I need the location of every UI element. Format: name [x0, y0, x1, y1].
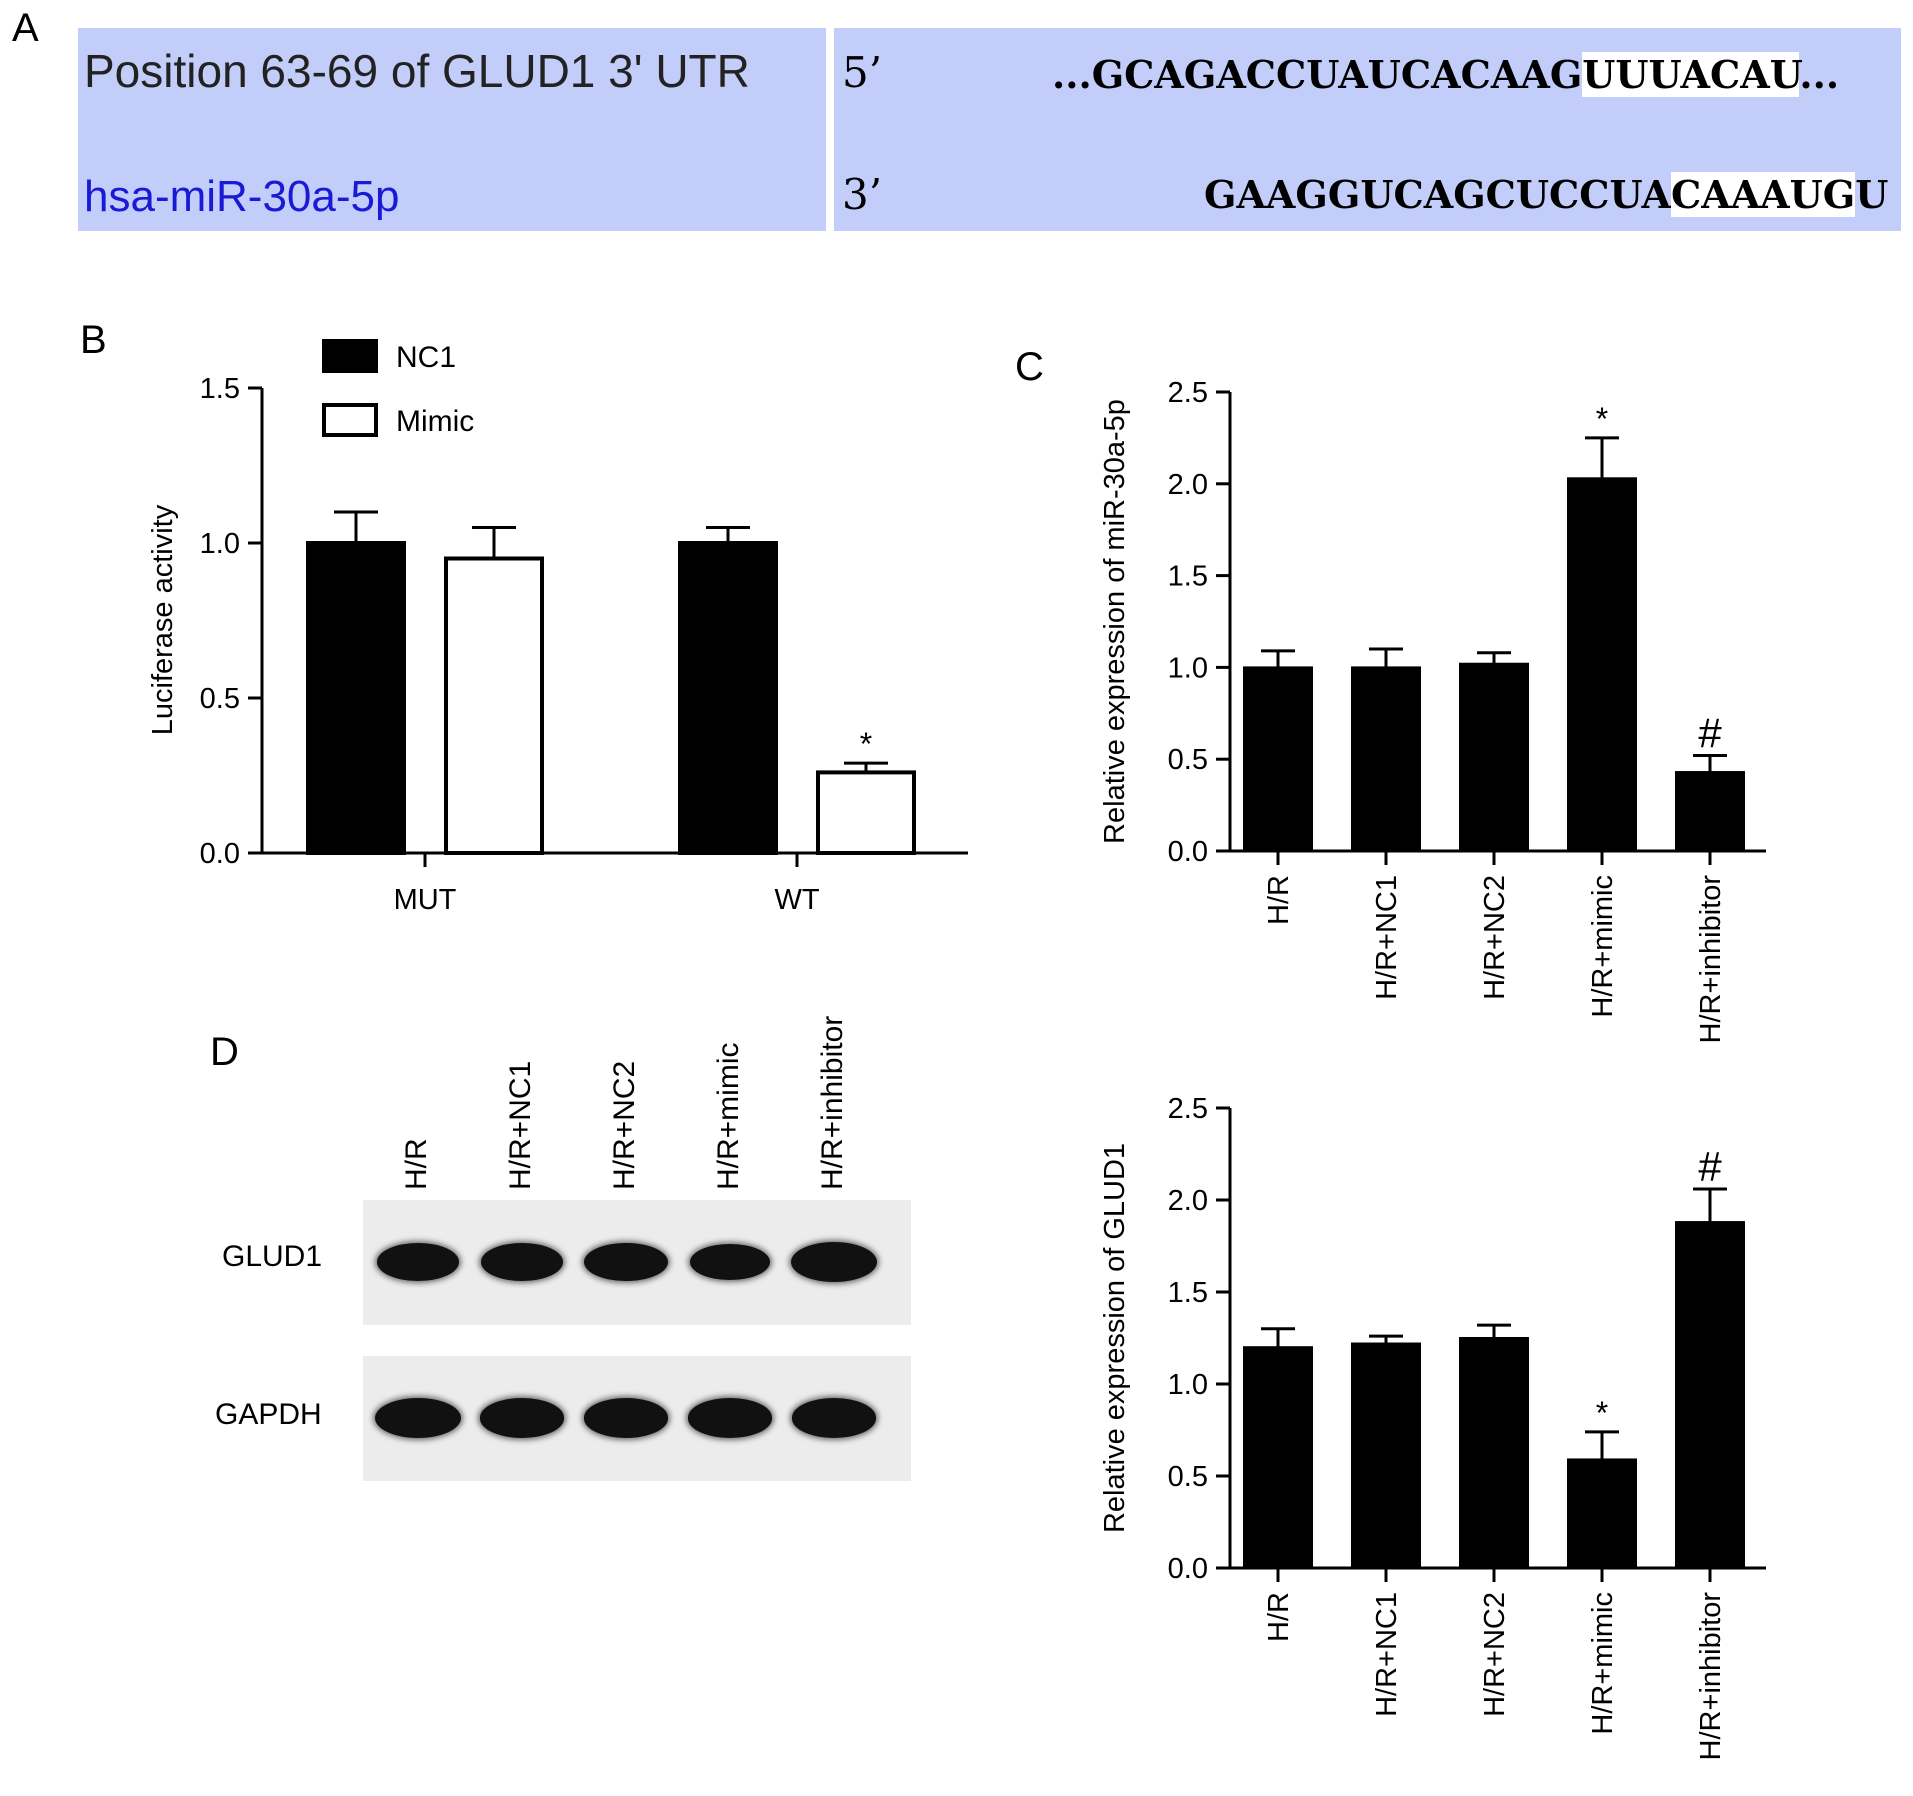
y-axis-label-c2: Relative expression of GLUD1 [1099, 1143, 1131, 1533]
x-tick-label-c2: H/R+NC1 [1371, 1592, 1403, 1717]
y-tick-label-c1: 0.0 [1168, 836, 1208, 868]
y-tick-label-c2: 1.0 [1168, 1369, 1208, 1401]
blot-lane-label: H/R+NC2 [608, 1060, 641, 1190]
bar-c2 [1351, 1342, 1421, 1570]
target-label-box [78, 28, 826, 231]
bar-c2 [1459, 1337, 1529, 1569]
blot-band-gapdh [791, 1398, 877, 1438]
blot-band-glud1 [584, 1242, 668, 1282]
x-tick-label-c1: H/R [1263, 875, 1295, 925]
y-tick-label-b: 1.0 [200, 528, 240, 560]
glud1-row-label: GLUD1 [222, 1240, 323, 1273]
target-label: Position 63-69 of GLUD1 3' UTR [84, 45, 750, 97]
y-tick-label-b: 0.5 [200, 683, 240, 715]
y-tick-label-c1: 1.0 [1168, 652, 1208, 684]
significance-marker-c2: * [1596, 1395, 1608, 1431]
y-tick-label-c1: 2.0 [1168, 469, 1208, 501]
bar-c1 [1567, 477, 1637, 852]
target-seed-region: UUUACAU [1582, 52, 1800, 97]
x-tick-label-c2: H/R+mimic [1587, 1592, 1619, 1735]
y-tick-label-c2: 1.5 [1168, 1277, 1208, 1309]
bar-b-nc1 [306, 541, 406, 855]
target-end-label: 5’ [842, 48, 883, 97]
significance-marker-c1: * [1596, 401, 1608, 437]
y-tick-label-c2: 0.0 [1168, 1553, 1208, 1585]
x-tick-label-c2: H/R [1263, 1592, 1295, 1642]
blot-band-glud1 [480, 1243, 564, 1281]
significance-marker-c2: # [1698, 1143, 1722, 1190]
y-tick-label-c2: 2.5 [1168, 1093, 1208, 1125]
bar-c2 [1675, 1221, 1745, 1569]
gapdh-row-label: GAPDH [215, 1398, 322, 1431]
bar-c1 [1351, 666, 1421, 853]
mirna-end-label: 3’ [842, 170, 883, 219]
mirna-seq-suffix: U [1855, 172, 1889, 217]
y-tick-label-b: 1.5 [200, 373, 240, 405]
panel-label-a: A [12, 6, 39, 50]
x-tick-label-c1: H/R+mimic [1587, 875, 1619, 1018]
blot-band-gapdh [375, 1398, 461, 1438]
significance-marker-b: * [860, 726, 872, 762]
x-tick-label-c2: H/R+inhibitor [1695, 1592, 1727, 1761]
bar-c1 [1243, 666, 1313, 853]
x-tick-label-c1: H/R+NC2 [1479, 875, 1511, 1000]
y-tick-label-c2: 0.5 [1168, 1461, 1208, 1493]
legend-label-mimic: Mimic [396, 405, 474, 438]
mirna-sequence: GAAGGUCAGCUCCUACAAAUGU [1204, 172, 1888, 217]
blot-lane-label: H/R [400, 1138, 433, 1190]
x-tick-label-b: MUT [394, 884, 457, 916]
mirna-seed-region: CAAAUG [1670, 172, 1856, 217]
target-sequence: ...GCAGACCUAUCACAAGUUUACAU... [1052, 52, 1839, 97]
blot-band-glud1 [376, 1243, 460, 1281]
target-seq-suffix: ... [1799, 52, 1840, 97]
y-tick-label-c1: 2.5 [1168, 377, 1208, 409]
target-seq-prefix: ...GCAGACCUAUCACAAG [1052, 52, 1583, 97]
blot-lane-label: H/R+inhibitor [816, 1015, 849, 1190]
bar-c2 [1567, 1458, 1637, 1569]
y-tick-label-c2: 2.0 [1168, 1185, 1208, 1217]
x-tick-label-c1: H/R+NC1 [1371, 875, 1403, 1000]
y-axis-label-c1: Relative expression of miR-30a-5p [1099, 399, 1131, 844]
x-tick-label-c1: H/R+inhibitor [1695, 875, 1727, 1044]
blot-band-glud1 [690, 1244, 770, 1280]
y-tick-label-c1: 1.5 [1168, 561, 1208, 593]
y-axis-label-b: Luciferase activity [147, 504, 179, 735]
panel-label-b: B [80, 318, 107, 362]
bar-c1 [1675, 771, 1745, 852]
legend-label-nc1: NC1 [396, 341, 456, 374]
blot-band-glud1 [791, 1242, 877, 1282]
bar-c1 [1459, 662, 1529, 853]
blot-lane-label: H/R+mimic [712, 1042, 745, 1191]
mirna-label: hsa-miR-30a-5p [84, 172, 400, 221]
legend-swatch-mimic [322, 403, 378, 437]
blot-band-gapdh [687, 1398, 773, 1438]
bar-b-mimic [816, 770, 916, 856]
bar-b-nc1 [678, 541, 778, 855]
blot-band-gapdh [479, 1398, 565, 1438]
bar-b-mimic [444, 556, 544, 855]
blot-lane-label: H/R+NC1 [504, 1060, 537, 1190]
x-tick-label-c2: H/R+NC2 [1479, 1592, 1511, 1717]
y-tick-label-c1: 0.5 [1168, 744, 1208, 776]
panel-label-d: D [210, 1030, 239, 1074]
legend-swatch-nc1 [322, 339, 378, 373]
blot-band-gapdh [583, 1398, 669, 1438]
y-tick-label-b: 0.0 [200, 838, 240, 870]
panel-label-c: C [1015, 345, 1044, 389]
bar-c2 [1243, 1346, 1313, 1569]
x-tick-label-b: WT [774, 884, 819, 916]
significance-marker-c1: # [1698, 710, 1722, 757]
mirna-seq-prefix: GAAGGUCAGCUCCUA [1204, 172, 1671, 217]
